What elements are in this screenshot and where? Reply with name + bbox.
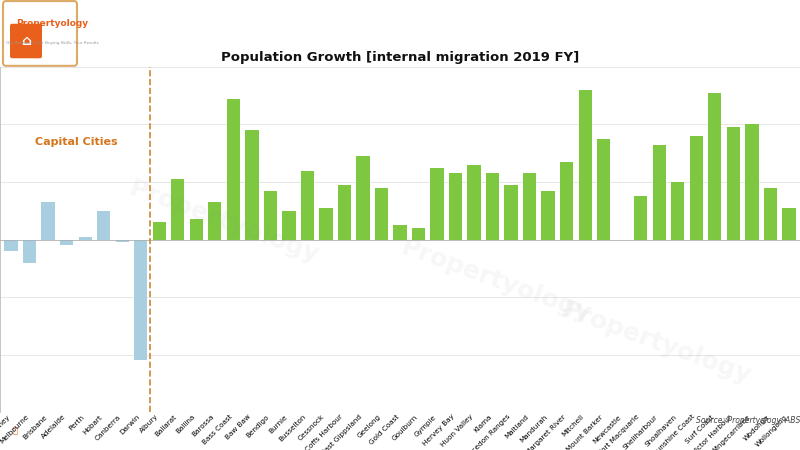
Bar bbox=[42, 202, 55, 239]
Text: ⌂: ⌂ bbox=[21, 34, 31, 48]
Bar bbox=[726, 127, 740, 239]
Bar bbox=[394, 225, 406, 239]
Text: Propertyology: Propertyology bbox=[558, 297, 754, 389]
Bar bbox=[245, 130, 258, 239]
Bar bbox=[597, 139, 610, 239]
Bar bbox=[671, 182, 685, 239]
Text: 🖥: 🖥 bbox=[13, 427, 18, 436]
Bar bbox=[560, 162, 574, 239]
Text: propertyology.com.au: propertyology.com.au bbox=[32, 426, 153, 436]
Bar bbox=[782, 208, 795, 239]
Text: Propertyology: Propertyology bbox=[126, 177, 322, 268]
Bar bbox=[78, 237, 92, 239]
Bar bbox=[301, 171, 314, 239]
Bar bbox=[60, 239, 74, 245]
Bar bbox=[745, 125, 758, 239]
Bar bbox=[282, 211, 295, 239]
Bar bbox=[5, 239, 18, 251]
Bar bbox=[134, 239, 147, 360]
Bar bbox=[708, 93, 722, 239]
Bar bbox=[190, 220, 203, 239]
Bar bbox=[449, 173, 462, 239]
Bar bbox=[115, 239, 129, 243]
Bar bbox=[97, 211, 110, 239]
Bar bbox=[319, 208, 333, 239]
Bar bbox=[653, 144, 666, 239]
Bar bbox=[523, 173, 536, 239]
Bar bbox=[356, 156, 370, 239]
Bar bbox=[578, 90, 592, 239]
Bar bbox=[505, 185, 518, 239]
Bar bbox=[486, 173, 499, 239]
Text: OUR RESEARCH | OUR BUYING SKILLS | YOUR RESULTS: OUR RESEARCH | OUR BUYING SKILLS | YOUR … bbox=[498, 426, 796, 436]
Text: Propertyology: Propertyology bbox=[398, 235, 594, 327]
Text: Our Research, Our Buying Skills, Your Results: Our Research, Our Buying Skills, Your Re… bbox=[6, 41, 98, 45]
Bar bbox=[226, 99, 240, 239]
Bar bbox=[542, 191, 555, 239]
Bar bbox=[375, 188, 388, 239]
Bar bbox=[264, 191, 277, 239]
Bar bbox=[764, 188, 777, 239]
Bar bbox=[412, 228, 425, 239]
Text: Propertyology: Propertyology bbox=[16, 19, 88, 28]
Bar bbox=[153, 222, 166, 239]
Text: Source: Propertyology, ABS: Source: Propertyology, ABS bbox=[696, 416, 800, 425]
FancyBboxPatch shape bbox=[3, 1, 77, 66]
Title: Population Growth [internal migration 2019 FY]: Population Growth [internal migration 20… bbox=[221, 51, 579, 64]
Bar bbox=[467, 165, 481, 239]
Bar bbox=[338, 185, 351, 239]
FancyBboxPatch shape bbox=[10, 24, 42, 58]
Text: Capital City Exodus: Capital City Exodus bbox=[263, 17, 627, 50]
Bar bbox=[634, 196, 647, 239]
Bar bbox=[23, 239, 36, 263]
Bar bbox=[208, 202, 222, 239]
Bar bbox=[690, 136, 703, 239]
FancyBboxPatch shape bbox=[2, 414, 28, 448]
Text: Capital Cities: Capital Cities bbox=[34, 137, 118, 147]
Bar bbox=[430, 168, 444, 239]
Bar bbox=[171, 179, 185, 239]
